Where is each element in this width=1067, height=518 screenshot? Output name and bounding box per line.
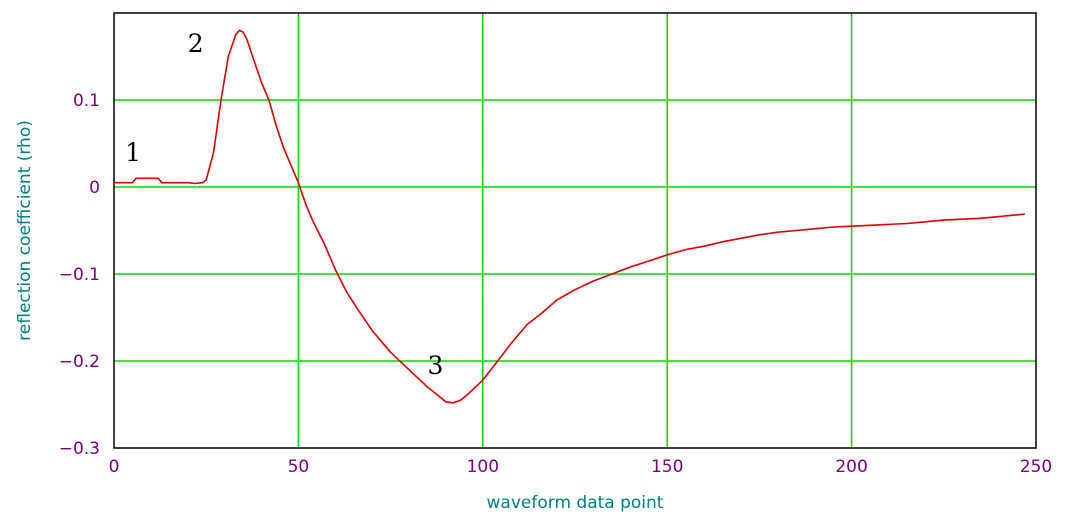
grid-lines bbox=[114, 13, 1036, 448]
x-tick-label: 0 bbox=[109, 457, 120, 477]
annotations: 1 2 3 bbox=[125, 29, 443, 380]
x-axis-ticks: 0 50 100 150 200 250 bbox=[109, 457, 1053, 477]
annotation-label: 1 bbox=[125, 138, 141, 167]
x-tick-label: 250 bbox=[1020, 457, 1052, 477]
y-tick-label: 0.1 bbox=[73, 91, 100, 111]
y-axis-title: reflection coefficient (rho) bbox=[15, 120, 35, 341]
y-tick-label: −0.2 bbox=[59, 352, 100, 372]
annotation-label: 3 bbox=[427, 351, 443, 380]
x-tick-label: 50 bbox=[288, 457, 310, 477]
x-tick-label: 200 bbox=[835, 457, 867, 477]
plot-area bbox=[113, 12, 1037, 449]
y-tick-label: −0.3 bbox=[59, 439, 100, 459]
series-line bbox=[114, 29, 1025, 404]
x-tick-label: 150 bbox=[651, 457, 683, 477]
y-tick-label: 0 bbox=[89, 178, 100, 198]
x-tick-label: 100 bbox=[467, 457, 499, 477]
y-tick-label: −0.1 bbox=[59, 265, 100, 285]
y-axis-ticks: −0.3 −0.2 −0.1 0 0.1 bbox=[59, 91, 100, 459]
x-axis-title: waveform data point bbox=[487, 493, 664, 513]
annotation-label: 2 bbox=[188, 29, 204, 58]
series-layer bbox=[114, 29, 1025, 404]
